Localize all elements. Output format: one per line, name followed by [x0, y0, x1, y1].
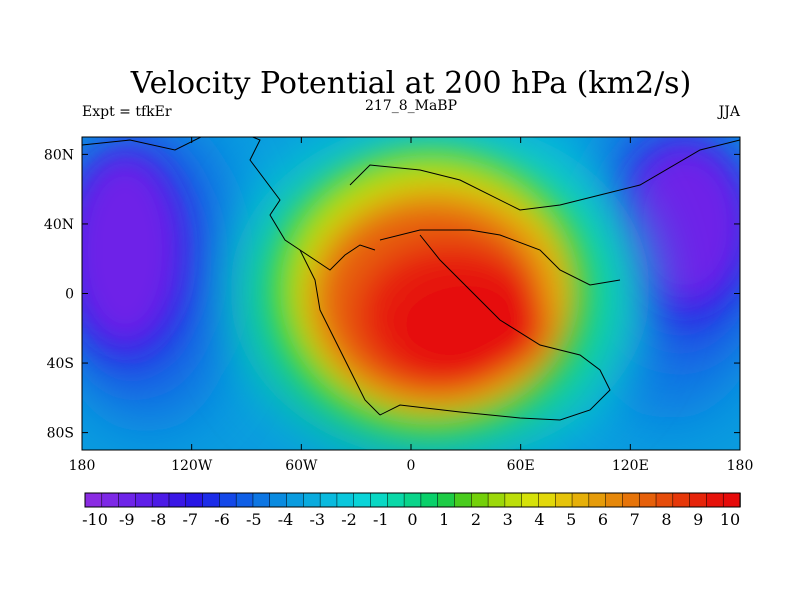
colorbar-swatch — [387, 492, 405, 508]
colorbar-swatch — [706, 492, 724, 508]
colorbar-swatch — [219, 492, 237, 508]
colorbar-frame — [84, 492, 741, 508]
y-axis: 80N 40N 0 40S 80S — [44, 147, 740, 442]
colorbar-swatch — [622, 492, 640, 508]
y-tick-label: 40N — [44, 217, 74, 233]
colorbar-label: 3 — [503, 510, 513, 529]
colorbar-swatch — [269, 492, 288, 508]
colorbar-label: -7 — [182, 510, 198, 529]
x-tick-label: 180 — [727, 458, 754, 474]
colorbar-swatch — [202, 492, 221, 508]
colorbar-swatch — [185, 492, 204, 508]
colorbar-label: 7 — [630, 510, 640, 529]
colorbar-swatch — [538, 492, 557, 508]
y-tick-label: 80S — [47, 426, 74, 442]
colorbar-label: -2 — [341, 510, 357, 529]
colorbar-swatch — [672, 492, 691, 508]
colorbar-swatch — [487, 492, 506, 508]
colorbar-swatch — [689, 492, 708, 508]
colorbar-label: -10 — [82, 510, 108, 529]
coastlines — [82, 137, 740, 421]
colorbar-swatch — [454, 492, 473, 508]
colorbar-label: -3 — [309, 510, 325, 529]
colorbar-swatch — [286, 492, 305, 508]
colorbar — [84, 492, 741, 508]
colorbar-swatch — [638, 492, 657, 508]
colorbar-label: 9 — [693, 510, 703, 529]
experiment-label: Expt = tfkEr — [82, 104, 172, 120]
colorbar-swatch — [151, 492, 170, 508]
colorbar-swatch — [252, 492, 271, 508]
season-label: JJA — [717, 104, 741, 120]
plot-title: Velocity Potential at 200 hPa (km2/s) — [130, 66, 692, 101]
colorbar-label: -4 — [278, 510, 294, 529]
x-tick-label: 120E — [612, 458, 649, 474]
colorbar-swatch — [101, 492, 120, 508]
colorbar-swatch — [504, 492, 523, 508]
colorbar-swatch — [336, 492, 355, 508]
colorbar-swatch — [571, 492, 590, 508]
colorbar-label: 0 — [407, 510, 417, 529]
colorbar-swatch — [353, 492, 372, 508]
colorbar-label: 2 — [471, 510, 481, 529]
x-tick-label: 60E — [507, 458, 535, 474]
colorbar-label: 5 — [566, 510, 576, 529]
y-tick-label: 40S — [47, 356, 74, 372]
colorbar-swatch — [118, 492, 137, 508]
x-tick-label: 0 — [407, 458, 416, 474]
colorbar-swatch — [437, 492, 456, 508]
colorbar-swatch — [303, 492, 321, 508]
colorbar-swatch — [319, 492, 338, 508]
colorbar-label: -1 — [373, 510, 389, 529]
colorbar-label: -8 — [151, 510, 167, 529]
x-tick-label: 60W — [285, 458, 318, 474]
x-tick-label: 120W — [171, 458, 213, 474]
colorbar-label: 6 — [598, 510, 608, 529]
colorbar-swatch — [84, 492, 103, 508]
colorbar-swatch — [370, 492, 389, 508]
contour-field — [82, 137, 740, 450]
colorbar-swatch — [420, 492, 439, 508]
y-tick-label: 0 — [65, 287, 74, 303]
colorbar-swatch — [135, 492, 153, 508]
colorbar-swatch — [235, 492, 254, 508]
colorbar-swatch — [168, 492, 187, 508]
colorbar-swatch — [555, 492, 573, 508]
colorbar-label: -6 — [214, 510, 230, 529]
colorbar-swatch — [655, 492, 674, 508]
colorbar-label: 10 — [720, 510, 740, 529]
colorbar-label: 1 — [439, 510, 449, 529]
colorbar-label: -9 — [119, 510, 135, 529]
colorbar-label: -5 — [246, 510, 262, 529]
colorbar-label: 8 — [661, 510, 671, 529]
y-tick-label: 80N — [44, 147, 74, 163]
colorbar-swatch — [471, 492, 489, 508]
colorbar-labels: -10 -9 -8 -7 -6 -5 -4 -3 -2 -1 0 1 2 3 4 5 6 7 8 9 10 — [82, 510, 740, 529]
colorbar-swatch — [403, 492, 422, 508]
colorbar-label: 4 — [534, 510, 544, 529]
colorbar-swatch — [588, 492, 607, 508]
case-label: 217_8_MaBP — [365, 98, 457, 114]
colorbar-swatch — [605, 492, 624, 508]
colorbar-swatch — [521, 492, 540, 508]
colorbar-swatch — [722, 492, 741, 508]
x-axis: 180 120W 60W 0 60E 120E 180 — [69, 137, 754, 474]
x-tick-label: 180 — [69, 458, 96, 474]
